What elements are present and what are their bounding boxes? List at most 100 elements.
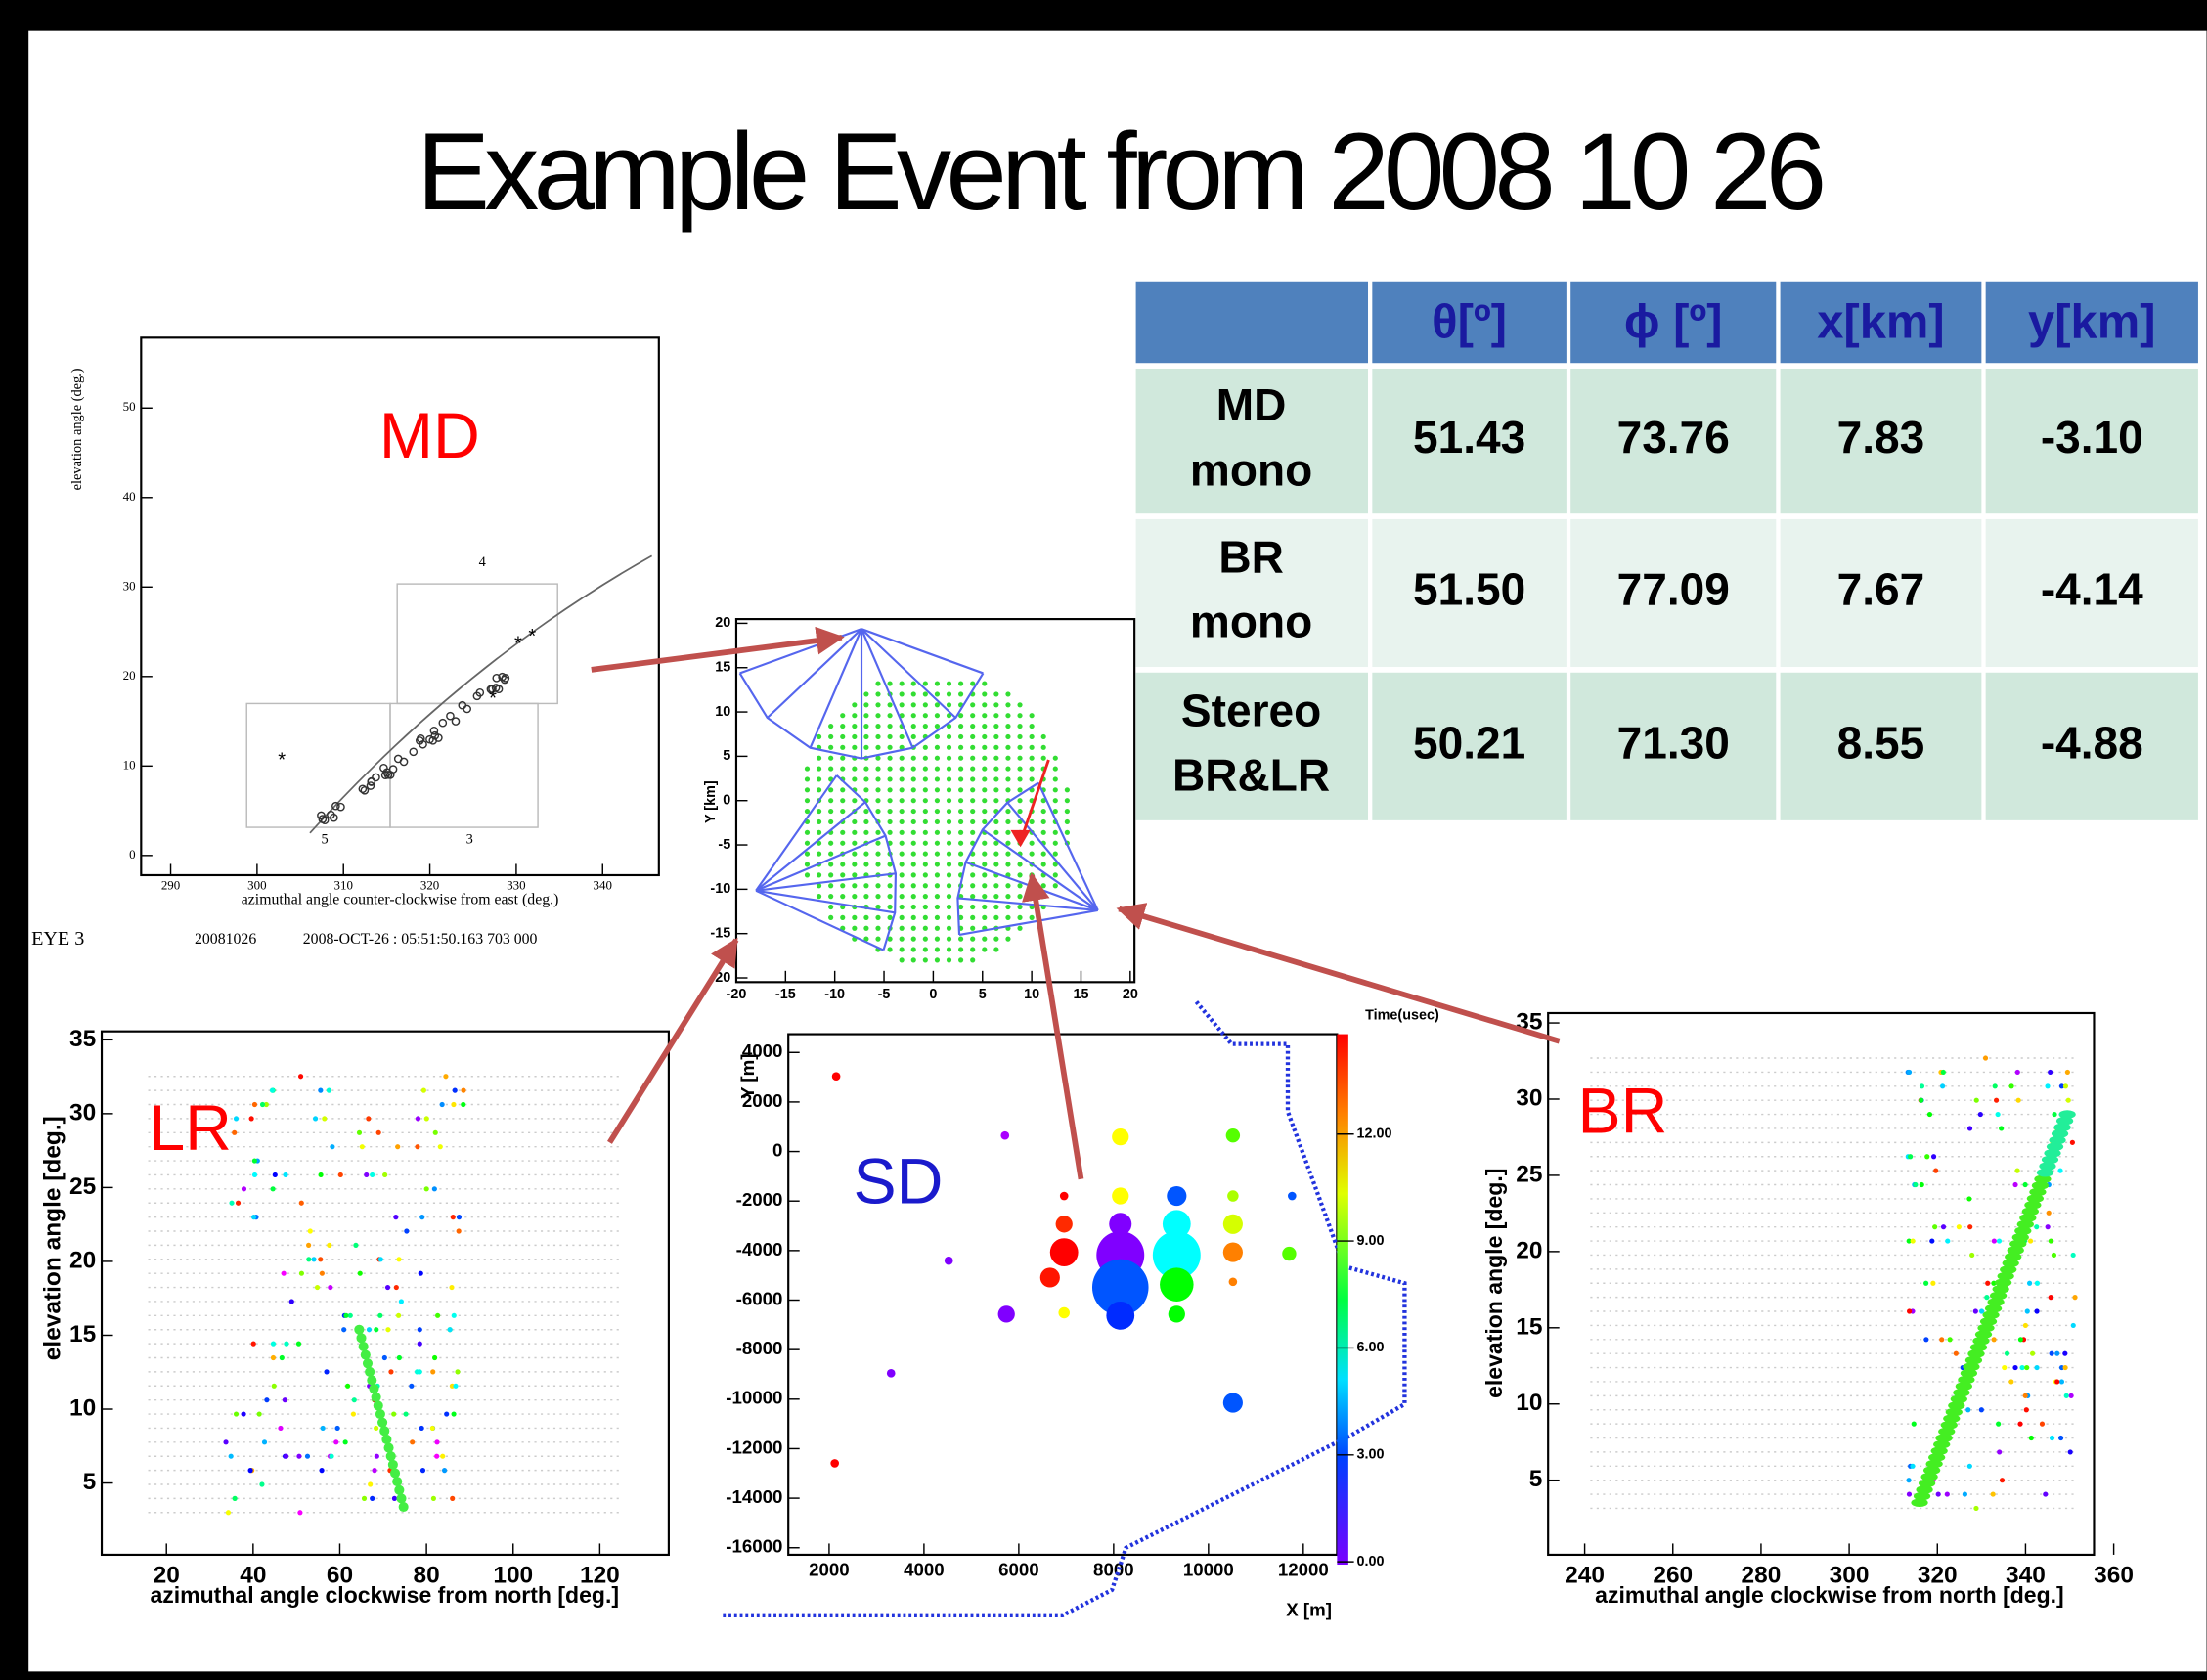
x-tick-label: 8000 xyxy=(1093,1560,1134,1580)
footer-text: 2008-OCT-26 : 05:51:50.163 703 000 xyxy=(303,931,538,948)
hit xyxy=(440,1102,445,1107)
detector xyxy=(875,766,880,771)
hit xyxy=(2017,1422,2022,1427)
hit xyxy=(248,1468,253,1473)
detector xyxy=(887,787,892,792)
hit xyxy=(442,1468,447,1473)
detector xyxy=(958,776,963,781)
detector xyxy=(923,905,928,909)
x-tick-label: 290 xyxy=(161,878,180,893)
detector xyxy=(1053,830,1058,835)
detector xyxy=(970,724,975,729)
detector xyxy=(1005,724,1010,729)
detector xyxy=(828,819,833,824)
y-tick-label: 30 xyxy=(123,578,136,593)
detector xyxy=(840,830,845,835)
detector xyxy=(970,702,975,707)
detector xyxy=(1053,872,1058,877)
hit xyxy=(461,1088,465,1093)
detector xyxy=(1053,756,1058,761)
x-axis-label: azimuthal angle clockwise from north [de… xyxy=(1595,1582,2064,1608)
hit xyxy=(260,1102,265,1107)
detector xyxy=(982,852,987,857)
hit xyxy=(341,1327,346,1332)
hit xyxy=(2025,1308,2030,1313)
detector xyxy=(935,787,940,792)
hit xyxy=(1940,1083,1945,1088)
hit xyxy=(451,1411,456,1416)
sd-counter xyxy=(998,1305,1015,1322)
detector xyxy=(900,957,905,962)
hit xyxy=(1907,1070,1912,1075)
detector xyxy=(828,915,833,920)
detector xyxy=(887,713,892,718)
hit xyxy=(2050,1436,2054,1440)
detector xyxy=(923,830,928,835)
y-tick-label: 20 xyxy=(123,668,136,683)
hit xyxy=(2027,1281,2032,1286)
hit xyxy=(1996,1112,2001,1117)
detector xyxy=(900,734,905,739)
hit xyxy=(385,1327,390,1332)
detector xyxy=(970,957,975,962)
y-tick-label: 30 xyxy=(1516,1084,1542,1111)
detector xyxy=(993,713,998,718)
hit xyxy=(372,1393,381,1402)
hit xyxy=(345,1384,350,1389)
y-tick-label: -2000 xyxy=(736,1189,783,1210)
detector xyxy=(982,776,987,781)
colorbar-tick-label: 3.00 xyxy=(1356,1447,1384,1463)
detector xyxy=(923,841,928,846)
detector xyxy=(828,766,833,771)
detector xyxy=(828,724,833,729)
hit xyxy=(376,1130,381,1135)
hit xyxy=(282,1271,287,1276)
detector xyxy=(1017,713,1022,718)
detector xyxy=(993,915,998,920)
hit xyxy=(388,1369,393,1374)
detector xyxy=(1017,787,1022,792)
detector xyxy=(970,809,975,814)
hit xyxy=(1923,1337,1928,1342)
detector xyxy=(887,947,892,951)
detector xyxy=(1065,819,1070,824)
detector xyxy=(935,681,940,685)
hit xyxy=(1933,1169,1938,1173)
detector xyxy=(887,894,892,899)
cell-text: 50.21 xyxy=(1413,717,1525,768)
hit xyxy=(338,1172,343,1177)
hit xyxy=(1965,1407,1970,1412)
detector xyxy=(935,766,940,771)
detector xyxy=(875,702,880,707)
hit xyxy=(375,1454,379,1459)
detector xyxy=(887,905,892,909)
detector xyxy=(1017,745,1022,750)
hit xyxy=(384,1443,394,1453)
hit xyxy=(453,1088,458,1093)
x-tick-label: 20 xyxy=(1123,987,1138,1002)
hit xyxy=(1954,1351,1959,1356)
hit xyxy=(420,1468,425,1473)
hit xyxy=(252,1158,257,1163)
hit xyxy=(259,1481,264,1486)
hit xyxy=(2024,1407,2029,1412)
header-text: x[km] xyxy=(1817,295,1944,348)
detector xyxy=(828,872,833,877)
detector xyxy=(875,724,880,729)
detector xyxy=(935,734,940,739)
hit xyxy=(306,1257,311,1261)
detector xyxy=(993,862,998,866)
footer-text: EYE 3 xyxy=(31,928,84,950)
detector xyxy=(982,724,987,729)
detector xyxy=(911,862,916,866)
hit xyxy=(252,1172,257,1177)
hit xyxy=(416,1116,420,1121)
detector xyxy=(1005,852,1010,857)
hit xyxy=(2054,1379,2059,1384)
detector xyxy=(863,809,868,814)
hit xyxy=(2047,1211,2052,1216)
hit xyxy=(455,1369,460,1374)
hit xyxy=(393,1215,398,1219)
detector xyxy=(958,957,963,962)
x-tick-label: 5 xyxy=(979,987,987,1002)
